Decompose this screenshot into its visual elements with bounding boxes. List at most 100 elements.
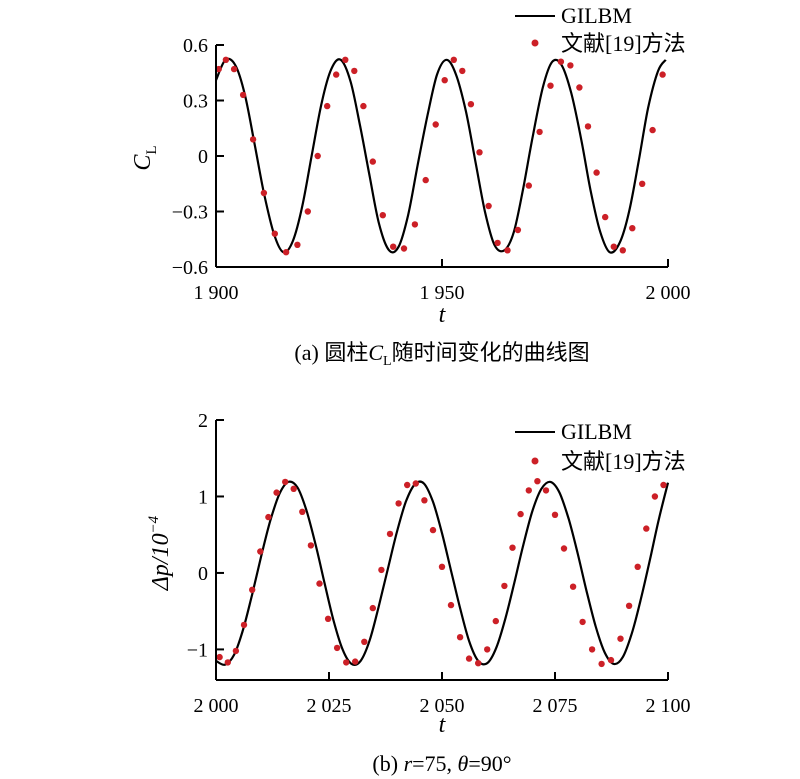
- data-point-reference: [551, 511, 559, 518]
- y-tick-label: 1: [198, 486, 208, 508]
- data-point-reference: [343, 659, 350, 666]
- plot-area-a: [214, 56, 667, 256]
- data-point-reference: [509, 544, 516, 551]
- data-point-reference: [643, 525, 650, 532]
- y-axis-label: Δp/10−4: [146, 515, 174, 591]
- series-line-gilbm: [214, 57, 667, 254]
- data-point-reference: [619, 247, 626, 254]
- data-point-reference: [294, 241, 301, 248]
- data-point-reference: [501, 582, 508, 590]
- y-tick-label: −0.3: [172, 202, 208, 224]
- data-point-reference: [557, 58, 565, 65]
- data-point-reference: [290, 485, 297, 492]
- data-point-reference: [342, 56, 349, 63]
- data-point-reference: [282, 478, 289, 486]
- ticks-a: 0.6 0.3 0 −0.3 −0.6 1 900 1 950 2 000: [172, 35, 691, 304]
- data-point-reference: [351, 67, 358, 75]
- legend-label-gilbm: GILBM: [561, 3, 632, 28]
- caption: (a) 圆柱CL随时间变化的曲线图: [294, 340, 589, 369]
- y-axis-label: CL: [130, 145, 160, 170]
- data-point-reference: [634, 563, 641, 570]
- data-point-reference: [438, 563, 446, 570]
- data-point-reference: [429, 526, 437, 534]
- data-point-reference: [593, 169, 600, 176]
- ticks-b: 2 1 0 −1 2 000 2 025 2 050 2 075 2 100: [187, 410, 691, 717]
- data-point-reference: [240, 621, 248, 629]
- data-point-reference: [224, 659, 231, 666]
- legend: GILBM 文献[19]方法: [515, 419, 686, 474]
- data-point-reference: [560, 545, 568, 552]
- data-point-reference: [400, 245, 408, 252]
- y-tick-label: −0.6: [172, 257, 208, 279]
- data-point-reference: [282, 249, 290, 256]
- data-point-reference: [576, 84, 583, 91]
- data-point-reference: [484, 646, 491, 653]
- data-point-reference: [273, 489, 280, 496]
- data-point-reference: [625, 602, 633, 609]
- data-point-reference: [260, 189, 268, 197]
- x-tick-label: 2 075: [533, 695, 578, 717]
- y-tick-label: 0: [198, 563, 208, 585]
- data-point-reference: [333, 644, 341, 652]
- panel-b: 2 1 0 −1 2 000 2 025 2 050 2 075 2 100 Δp/10−4 t…: [146, 410, 691, 776]
- data-point-reference: [607, 656, 615, 664]
- data-point-reference: [411, 221, 419, 228]
- x-tick-label: 1 900: [194, 282, 239, 304]
- data-point-reference: [660, 481, 667, 489]
- data-point-reference: [232, 647, 240, 655]
- data-point-reference: [249, 586, 256, 593]
- data-point-reference: [475, 660, 482, 667]
- data-point-reference: [421, 497, 428, 504]
- x-tick-label: 2 050: [420, 695, 465, 717]
- legend-label-reference: 文献[19]方法: [561, 31, 686, 56]
- data-point-reference: [361, 638, 368, 645]
- data-point-reference: [265, 513, 272, 521]
- data-point-reference: [304, 208, 311, 215]
- data-point-reference: [450, 56, 457, 63]
- data-point-reference: [465, 655, 473, 662]
- data-point-reference: [432, 121, 439, 128]
- data-point-reference: [215, 65, 222, 73]
- data-point-reference: [494, 239, 501, 247]
- plot-area-b: [215, 478, 670, 668]
- data-point-reference: [230, 65, 238, 73]
- data-point-reference: [216, 653, 223, 661]
- data-point-reference: [395, 500, 402, 507]
- data-point-reference: [299, 508, 306, 515]
- y-tick-label: 0: [198, 146, 208, 168]
- data-point-reference: [504, 247, 511, 254]
- x-tick-label: 2 100: [646, 695, 691, 717]
- legend-label-gilbm: GILBM: [561, 419, 632, 444]
- data-point-reference: [485, 202, 492, 210]
- legend: GILBM 文献[19]方法: [515, 3, 686, 56]
- data-point-reference: [610, 243, 617, 250]
- data-point-reference: [517, 510, 524, 518]
- data-point-reference: [514, 226, 522, 234]
- x-axis-label: t: [439, 712, 447, 738]
- data-point-reference: [649, 126, 656, 134]
- data-point-reference: [639, 180, 646, 187]
- data-point-reference: [651, 493, 659, 500]
- data-point-reference: [547, 82, 554, 89]
- data-point-reference: [307, 542, 315, 549]
- data-point-reference: [492, 617, 499, 625]
- data-point-reference: [324, 615, 332, 622]
- data-point-reference: [536, 128, 543, 136]
- x-tick-label: 2 025: [307, 695, 352, 717]
- data-point-reference: [456, 634, 464, 641]
- data-point-reference: [369, 158, 376, 165]
- legend-label-reference: 文献[19]方法: [561, 449, 686, 474]
- x-tick-label: 2 000: [646, 282, 691, 304]
- y-tick-label: −1: [187, 639, 208, 661]
- data-point-reference: [569, 583, 577, 590]
- data-point-reference: [441, 77, 448, 84]
- data-point-reference: [360, 102, 367, 110]
- data-point-reference: [314, 152, 321, 160]
- x-tick-label: 1 950: [420, 282, 465, 304]
- data-point-reference: [579, 618, 586, 626]
- legend-marker-swatch: [531, 457, 539, 465]
- data-point-reference: [404, 481, 411, 489]
- data-point-reference: [386, 530, 394, 538]
- data-point-reference: [324, 102, 331, 110]
- data-point-reference: [598, 660, 605, 668]
